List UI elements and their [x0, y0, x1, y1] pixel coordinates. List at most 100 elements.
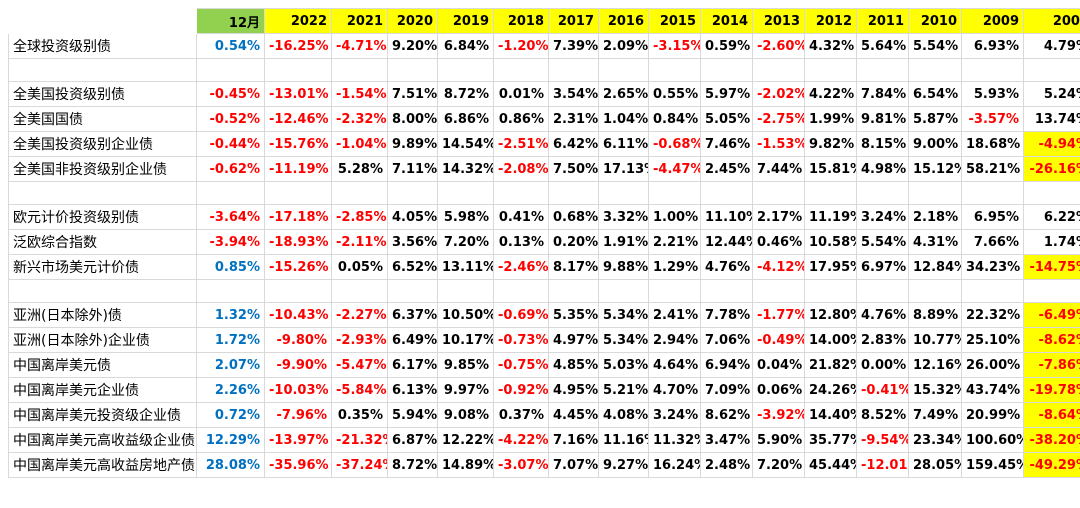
value-cell: -0.49%	[752, 327, 805, 353]
value-cell: -0.52%	[196, 106, 265, 132]
value-cell: 7.11%	[387, 156, 438, 182]
value-cell: 7.51%	[387, 81, 438, 107]
value-cell: -0.68%	[648, 131, 701, 157]
table-row: 新兴市场美元计价债 0.85% -15.26% 0.05% 6.52% 13.11% -2.…	[8, 254, 1080, 280]
value-cell: 5.21%	[598, 377, 649, 403]
empty-cell	[752, 181, 805, 205]
value-cell: 6.17%	[387, 352, 438, 378]
value-cell: -4.71%	[331, 33, 388, 59]
value-cell: -1.54%	[331, 81, 388, 107]
value-cell: 2.31%	[548, 106, 599, 132]
value-cell: 0.04%	[752, 352, 805, 378]
value-cell: -7.96%	[264, 402, 332, 428]
value-cell: -9.80%	[264, 327, 332, 353]
value-cell: -0.62%	[196, 156, 265, 182]
value-cell: -4.12%	[752, 254, 805, 280]
header-label-cell	[8, 8, 197, 34]
value-cell: -38.20%	[1023, 427, 1080, 453]
table-row: 全球投资级别债 0.54% -16.25% -4.71% 9.20% 6.84% -1.20…	[8, 33, 1080, 59]
value-cell: 15.32%	[908, 377, 962, 403]
value-cell: 22.32%	[961, 302, 1024, 328]
empty-cell	[437, 58, 494, 82]
value-cell: 1.00%	[648, 204, 701, 230]
value-cell: 8.52%	[856, 402, 909, 428]
value-cell: -6.49%	[1023, 302, 1080, 328]
value-cell: 13.11%	[437, 254, 494, 280]
value-cell: -0.44%	[196, 131, 265, 157]
value-cell: 6.86%	[437, 106, 494, 132]
header-year: 2008	[1023, 8, 1080, 34]
empty-cell	[331, 58, 388, 82]
value-cell: -3.64%	[196, 204, 265, 230]
value-cell: 4.95%	[548, 377, 599, 403]
value-cell: 16.24%	[648, 452, 701, 478]
value-cell: -17.18%	[264, 204, 332, 230]
header-year: 2012	[804, 8, 857, 34]
value-cell: 7.39%	[548, 33, 599, 59]
table-row: 全美国投资级别债 -0.45% -13.01% -1.54% 7.51% 8.72% 0.0…	[8, 81, 1080, 107]
value-cell: 5.54%	[856, 229, 909, 255]
value-cell: 9.20%	[387, 33, 438, 59]
value-cell: 8.00%	[387, 106, 438, 132]
value-cell: 3.24%	[856, 204, 909, 230]
value-cell: 12.16%	[908, 352, 962, 378]
empty-cell	[752, 58, 805, 82]
value-cell: -2.46%	[493, 254, 549, 280]
table-row: 中国离岸美元企业债 2.26% -10.03% -5.84% 6.13% 9.97% -0.…	[8, 377, 1080, 403]
value-cell: 4.70%	[648, 377, 701, 403]
table-row: 全美国投资级别企业债 -0.44% -15.76% -1.04% 9.89% 14.54%…	[8, 131, 1080, 157]
value-cell: 17.95%	[804, 254, 857, 280]
value-cell: 9.97%	[437, 377, 494, 403]
value-cell: 1.29%	[648, 254, 701, 280]
value-cell: -49.29%	[1023, 452, 1080, 478]
value-cell: 14.40%	[804, 402, 857, 428]
value-cell: -4.22%	[493, 427, 549, 453]
table-row: 泛欧综合指数 -3.94% -18.93% -2.11% 3.56% 7.20% 0.13%…	[8, 229, 1080, 255]
value-cell: -12.01%	[856, 452, 909, 478]
value-cell: 6.94%	[700, 352, 753, 378]
value-cell: -11.19%	[264, 156, 332, 182]
value-cell: 2.45%	[700, 156, 753, 182]
value-cell: 14.32%	[437, 156, 494, 182]
header-year: 2011	[856, 8, 909, 34]
value-cell: 7.20%	[437, 229, 494, 255]
row-label: 全美国投资级别债	[8, 81, 197, 107]
value-cell: 3.56%	[387, 229, 438, 255]
value-cell: -7.86%	[1023, 352, 1080, 378]
value-cell: -2.11%	[331, 229, 388, 255]
empty-cell	[264, 58, 332, 82]
value-cell: 0.46%	[752, 229, 805, 255]
value-cell: 25.10%	[961, 327, 1024, 353]
value-cell: 9.89%	[387, 131, 438, 157]
value-cell: 7.66%	[961, 229, 1024, 255]
value-cell: -14.75%	[1023, 254, 1080, 280]
value-cell: 28.05%	[908, 452, 962, 478]
header-year: 2015	[648, 8, 701, 34]
empty-cell	[752, 279, 805, 303]
value-cell: -0.41%	[856, 377, 909, 403]
value-cell: 6.11%	[598, 131, 649, 157]
value-cell: 4.76%	[856, 302, 909, 328]
value-cell: 0.85%	[196, 254, 265, 280]
value-cell: 10.58%	[804, 229, 857, 255]
value-cell: -2.02%	[752, 81, 805, 107]
value-cell: 0.00%	[856, 352, 909, 378]
value-cell: 4.32%	[804, 33, 857, 59]
value-cell: -5.84%	[331, 377, 388, 403]
value-cell: 7.20%	[752, 452, 805, 478]
value-cell: -2.85%	[331, 204, 388, 230]
empty-cell	[548, 279, 599, 303]
value-cell: 17.13%	[598, 156, 649, 182]
empty-cell	[1023, 181, 1080, 205]
value-cell: -35.96%	[264, 452, 332, 478]
value-cell: 4.05%	[387, 204, 438, 230]
value-cell: -15.26%	[264, 254, 332, 280]
value-cell: 0.54%	[196, 33, 265, 59]
value-cell: 2.17%	[752, 204, 805, 230]
empty-cell	[598, 279, 649, 303]
value-cell: -37.24%	[331, 452, 388, 478]
value-cell: -1.04%	[331, 131, 388, 157]
value-cell: -1.53%	[752, 131, 805, 157]
value-cell: -2.27%	[331, 302, 388, 328]
empty-cell	[700, 58, 753, 82]
